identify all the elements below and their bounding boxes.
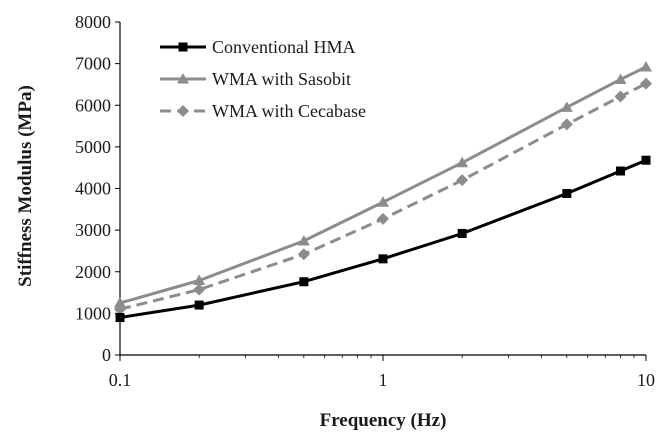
data-point — [115, 313, 125, 323]
y-tick-label: 0 — [102, 345, 111, 365]
data-point — [297, 248, 310, 261]
y-tick-label: 8000 — [75, 12, 111, 32]
series-layer — [114, 60, 652, 323]
data-point — [616, 166, 626, 176]
data-point — [377, 212, 389, 225]
series-wma-with-sasobit — [114, 60, 652, 308]
data-point — [640, 77, 652, 90]
x-tick-label: 0.1 — [109, 370, 132, 390]
data-point — [560, 101, 573, 112]
data-point — [114, 296, 126, 308]
y-tick-label: 2000 — [75, 262, 111, 282]
data-point — [299, 277, 309, 287]
y-tick-label: 5000 — [75, 137, 111, 157]
data-point — [456, 174, 469, 187]
data-point — [640, 60, 652, 72]
legend-label: Conventional HMA — [212, 37, 356, 57]
x-tick-label: 10 — [637, 370, 655, 390]
data-point — [614, 90, 627, 103]
legend-marker — [178, 42, 188, 52]
data-point — [297, 234, 310, 246]
data-point — [378, 254, 388, 264]
series-line — [119, 82, 647, 311]
series-line — [119, 158, 647, 319]
data-point — [614, 73, 627, 84]
y-tick-label: 7000 — [75, 54, 111, 74]
data-point — [114, 303, 126, 316]
y-tick-label: 3000 — [75, 220, 111, 240]
x-tick-label: 1 — [379, 370, 388, 390]
data-point — [377, 196, 389, 207]
y-tick-label: 6000 — [75, 95, 111, 115]
legend-marker — [177, 73, 189, 84]
data-point — [456, 156, 469, 168]
x-axis: 0.1 1 10 — [109, 354, 655, 390]
y-axis: 0 1000 2000 3000 4000 5000 6000 7000 8000 — [75, 12, 121, 365]
legend-item: WMA with Sasobit — [160, 69, 351, 89]
series-conventional-hma — [115, 155, 651, 323]
x-axis-title: Frequency (Hz) — [320, 410, 447, 431]
legend-label: WMA with Sasobit — [212, 69, 351, 89]
legend-item: Conventional HMA — [160, 37, 356, 57]
legend-marker — [177, 105, 189, 117]
y-axis-title: Stiffness Modulus (MPa) — [15, 85, 36, 287]
data-point — [457, 228, 467, 238]
y-tick-label: 1000 — [75, 303, 111, 323]
data-point — [560, 118, 573, 131]
data-point — [562, 188, 572, 198]
series-line — [119, 65, 647, 305]
data-point — [193, 283, 206, 296]
data-point — [194, 300, 204, 310]
legend: Conventional HMA WMA with Sasobit WMA with… — [160, 37, 366, 121]
y-tick-label: 4000 — [75, 179, 111, 199]
series-wma-with-cecabase — [114, 77, 652, 316]
data-point — [641, 155, 651, 165]
legend-item: WMA with Cecabase — [160, 101, 366, 121]
legend-label: WMA with Cecabase — [212, 101, 366, 121]
data-point — [193, 274, 206, 285]
